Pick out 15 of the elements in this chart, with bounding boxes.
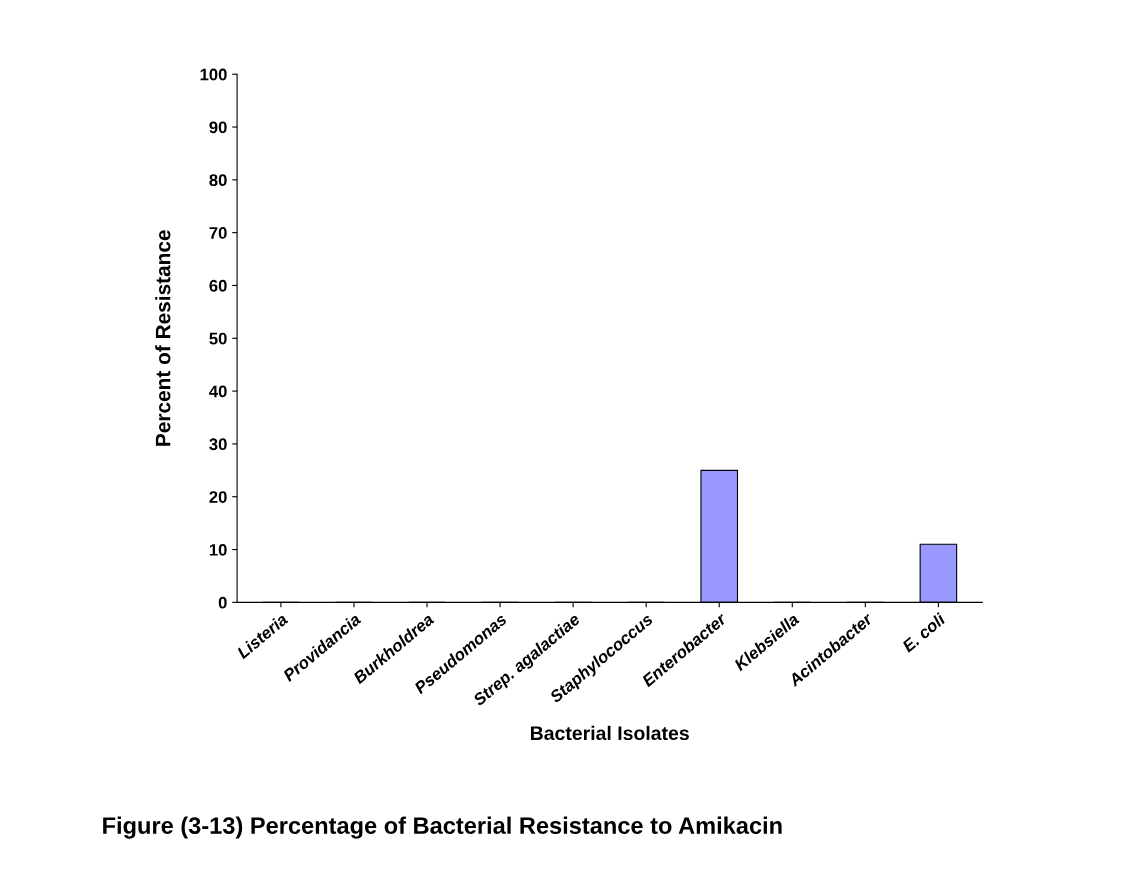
x-axis-title: Bacterial Isolates — [530, 725, 689, 741]
y-tick-label: 100 — [200, 68, 227, 81]
y-axis-title: Percent of Resistance — [155, 230, 171, 446]
y-tick-label: 30 — [209, 438, 227, 451]
y-tick-label: 90 — [209, 121, 227, 134]
y-tick-label: 50 — [209, 332, 227, 345]
y-tick-label: 70 — [209, 227, 227, 239]
y-tick-label: 80 — [209, 174, 227, 187]
y-tick-label: 10 — [209, 543, 227, 556]
y-tick-label: 40 — [209, 385, 227, 398]
y-tick-label: 20 — [209, 491, 227, 503]
y-tick-label: 60 — [209, 279, 227, 292]
y-tick-label: 0 — [218, 596, 227, 609]
text: Figure (3-13) Percentage of Bacterial Resistance to Amikacin — [103, 816, 782, 839]
x-tick-label: E. coli — [901, 611, 947, 653]
